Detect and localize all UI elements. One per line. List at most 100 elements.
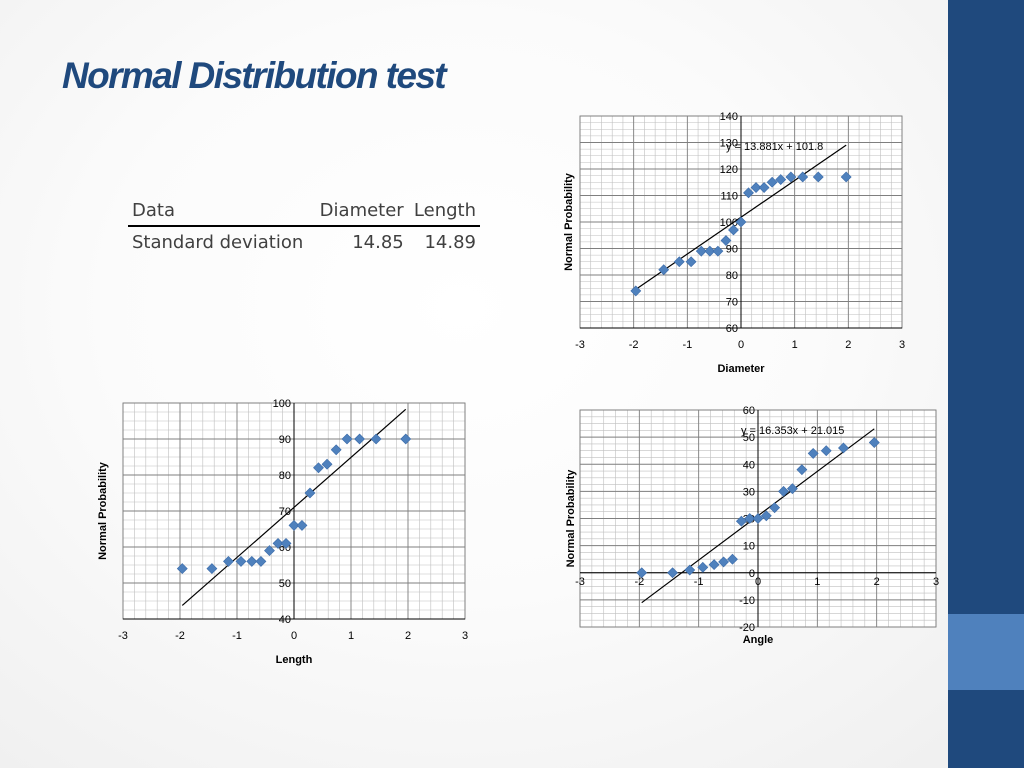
y-tick-label: -10: [739, 595, 755, 607]
x-axis-title: Length: [276, 654, 313, 666]
table-cell-diameter: 14.85: [352, 231, 404, 253]
data-point: [720, 235, 732, 246]
data-point: [667, 567, 678, 579]
x-tick-label: -1: [694, 576, 704, 588]
data-point: [658, 264, 670, 276]
x-tick-label: -3: [118, 630, 128, 642]
data-point: [786, 483, 798, 495]
y-tick-label: -20: [739, 622, 755, 634]
data-point: [796, 464, 808, 476]
x-tick-label: 0: [755, 576, 761, 588]
data-point: [264, 545, 275, 557]
data-point: [288, 519, 300, 531]
y-axis-title: Normal Probability: [563, 172, 575, 271]
data-point: [296, 519, 308, 531]
table-header-length: Length: [407, 195, 480, 227]
data-point: [735, 515, 747, 527]
data-point: [246, 555, 258, 567]
x-tick-label: 3: [933, 576, 939, 588]
table-header-diameter: Diameter: [312, 195, 408, 227]
data-point: [370, 433, 382, 445]
data-point: [630, 285, 642, 297]
data-point: [766, 176, 778, 188]
x-tick-label: -3: [575, 576, 585, 588]
data-point: [750, 182, 762, 193]
data-point: [684, 564, 696, 576]
data-point: [868, 437, 880, 448]
x-tick-label: -2: [634, 576, 644, 588]
data-point: [752, 513, 764, 524]
y-tick-label: 50: [743, 432, 755, 444]
x-tick-label: -1: [682, 339, 692, 351]
data-point: [697, 561, 709, 573]
data-point: [728, 224, 739, 236]
y-tick-label: 70: [279, 506, 291, 518]
data-point: [341, 433, 353, 445]
y-tick-label: 60: [726, 323, 738, 335]
data-point: [812, 171, 824, 183]
data-point: [820, 445, 832, 457]
data-point: [840, 171, 852, 183]
slide-title: Normal Distribution test: [62, 55, 447, 96]
data-point: [744, 513, 756, 524]
x-tick-label: 0: [738, 339, 744, 351]
y-tick-label: 70: [726, 297, 738, 309]
x-tick-label: -2: [175, 630, 185, 642]
data-point: [255, 555, 267, 567]
y-tick-label: 10: [743, 541, 755, 553]
y-tick-label: 130: [720, 138, 738, 150]
y-tick-label: 60: [743, 405, 755, 417]
data-point: [636, 567, 648, 579]
data-point: [838, 442, 849, 454]
angle-chart: -20-100102030405060-3-2-10123AngleNormal…: [565, 405, 939, 646]
y-tick-label: 40: [743, 459, 755, 471]
y-axis-title: Normal Probability: [97, 461, 109, 560]
data-point: [785, 171, 797, 183]
table-row: Standard deviation 14.85 14.89: [128, 226, 480, 257]
y-tick-label: 90: [726, 244, 738, 256]
data-point: [354, 433, 365, 445]
x-tick-label: 2: [845, 339, 851, 351]
table-cell-label: Standard deviation: [132, 231, 304, 253]
x-tick-label: -2: [629, 339, 639, 351]
data-point: [313, 462, 324, 474]
data-point: [769, 502, 781, 514]
y-tick-label: 120: [720, 164, 738, 176]
data-point: [673, 256, 685, 268]
data-point: [743, 187, 754, 199]
y-tick-label: 40: [279, 614, 291, 626]
table-cell-length: 14.89: [424, 231, 476, 253]
table-header-row: Data Diameter Length: [128, 195, 480, 227]
y-tick-label: 80: [279, 470, 291, 482]
y-tick-label: 110: [720, 191, 738, 203]
y-tick-label: 100: [273, 398, 291, 410]
data-point: [223, 555, 234, 567]
trendline-equation: y = 16.353x + 21.015: [741, 425, 844, 437]
trendline: [181, 408, 407, 606]
side-accent-block: [948, 614, 1024, 690]
x-tick-label: -3: [575, 339, 585, 351]
x-axis-title: Diameter: [717, 363, 765, 375]
x-tick-label: 3: [899, 339, 905, 351]
data-point: [704, 245, 716, 257]
data-point: [807, 447, 819, 459]
data-point: [760, 510, 772, 522]
y-tick-label: 0: [749, 568, 755, 580]
y-axis-title: Normal Probability: [565, 469, 577, 568]
y-tick-label: 140: [720, 111, 738, 123]
data-point: [718, 556, 730, 568]
data-point: [235, 555, 247, 567]
x-tick-label: 2: [405, 630, 411, 642]
x-tick-label: 0: [291, 630, 297, 642]
data-point: [735, 216, 747, 228]
data-point: [330, 444, 342, 456]
data-point: [400, 433, 412, 445]
y-tick-label: 80: [726, 270, 738, 282]
x-tick-label: 1: [348, 630, 354, 642]
data-point: [775, 174, 787, 186]
data-point: [712, 245, 724, 257]
table-header-data: Data: [128, 195, 313, 227]
data-point: [685, 256, 697, 268]
